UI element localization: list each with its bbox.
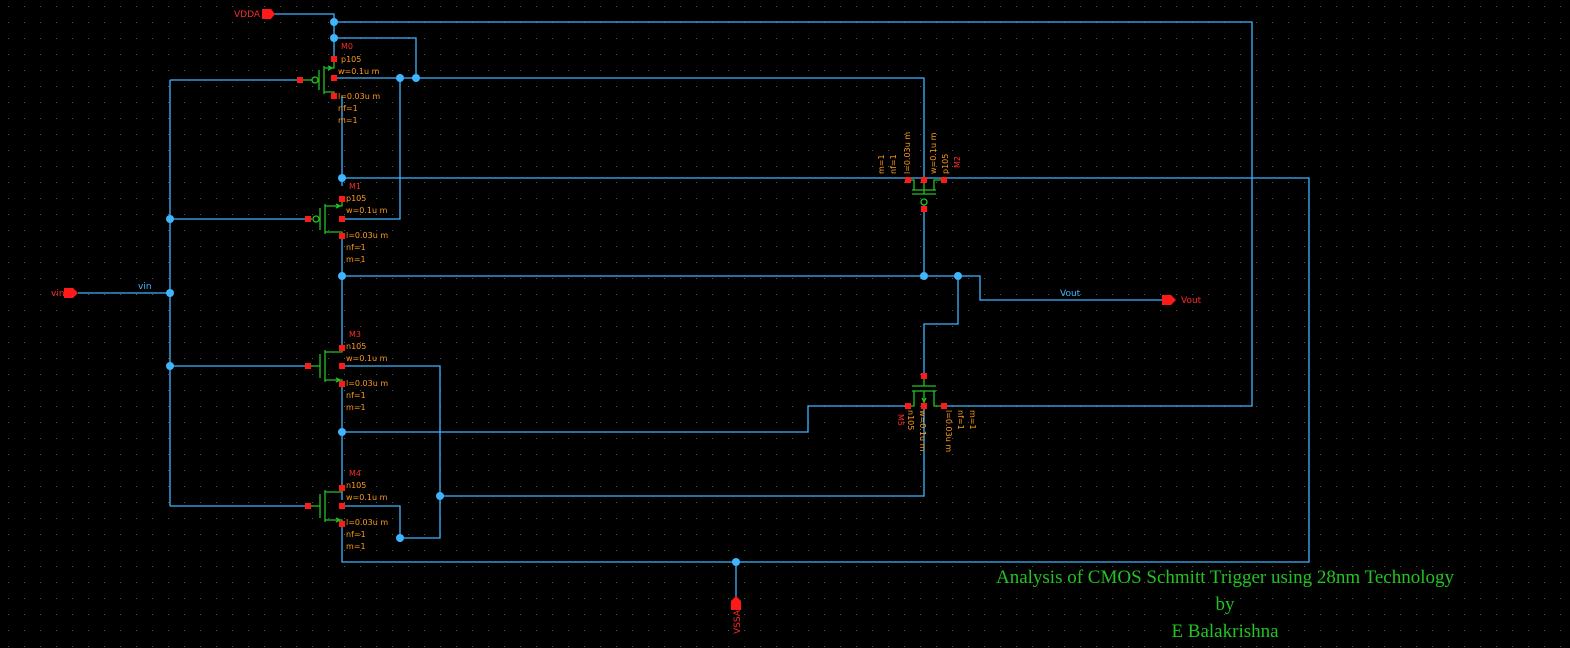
- m5-drain-wire: [923, 276, 959, 376]
- svg-text:nf=1: nf=1: [346, 530, 366, 539]
- wires: [78, 13, 1310, 598]
- svg-text:m=1: m=1: [346, 255, 366, 264]
- vout-pin[interactable]: Vout: [1162, 295, 1202, 306]
- svg-text:p105: p105: [346, 194, 366, 203]
- m4-transistor[interactable]: [308, 488, 343, 524]
- m5-transistor[interactable]: [908, 376, 944, 407]
- node-y-wire: [342, 405, 908, 433]
- net-label-vin: vin: [138, 282, 152, 292]
- svg-text:nf=1: nf=1: [346, 391, 366, 400]
- svg-text:m=1: m=1: [346, 542, 366, 551]
- svg-text:m=1: m=1: [968, 410, 977, 430]
- vdda-pin-label: VDDA: [234, 10, 261, 20]
- m0-params: M0 p105 w=0.1u m l=0.03u m nf=1 m=1: [338, 42, 380, 125]
- m2-transistor[interactable]: [908, 179, 944, 210]
- net-label-vout: Vout: [1060, 289, 1081, 299]
- svg-text:nf=1: nf=1: [338, 104, 358, 113]
- vdda-pin[interactable]: VDDA: [234, 9, 275, 20]
- m3-params: M3 n105 w=0.1u m l=0.03u m nf=1 m=1: [346, 330, 388, 412]
- svg-text:n105: n105: [346, 342, 366, 351]
- svg-text:w=0.1u m: w=0.1u m: [338, 67, 380, 76]
- svg-text:nf=1: nf=1: [346, 243, 366, 252]
- m3-transistor[interactable]: [308, 348, 343, 384]
- svg-text:M4: M4: [349, 469, 361, 478]
- m1-transistor[interactable]: [308, 200, 343, 236]
- transistors: [300, 60, 944, 524]
- vout-pin-label: Vout: [1181, 296, 1202, 306]
- m4-params: M4 n105 w=0.1u m l=0.03u m nf=1 m=1: [346, 469, 388, 551]
- svg-text:m=1: m=1: [877, 154, 886, 174]
- svg-text:M1: M1: [349, 182, 361, 191]
- pins: VDDA vin Vout VSSA: [51, 9, 1202, 634]
- vssa-wire: [341, 524, 736, 563]
- svg-text:l=0.03u m: l=0.03u m: [338, 92, 380, 101]
- vin-pin-label: vin: [51, 289, 65, 299]
- svg-text:p105: p105: [341, 55, 361, 64]
- vss-feedback-wire: [342, 177, 1310, 563]
- svg-text:l=0.03u m: l=0.03u m: [944, 410, 953, 452]
- title-line-1: Analysis of CMOS Schmitt Trigger using 2…: [995, 567, 1455, 588]
- m3-body-wire: [342, 365, 441, 539]
- svg-text:l=0.03u m: l=0.03u m: [903, 132, 912, 174]
- svg-text:M2: M2: [953, 156, 962, 168]
- m0-body-wire: [334, 37, 417, 78]
- vin-pin[interactable]: vin: [51, 288, 78, 299]
- vssa-pin[interactable]: VSSA: [731, 596, 743, 634]
- title-line-2: by: [1215, 594, 1235, 615]
- m4-body-wire: [342, 505, 401, 538]
- title-block: Analysis of CMOS Schmitt Trigger using 2…: [940, 564, 1510, 645]
- grid-dots: [8, 6, 1561, 647]
- m5-params: M5 n105 w=0.1u m l=0.03u m nf=1 m=1: [896, 410, 977, 452]
- svg-text:p105: p105: [941, 154, 950, 174]
- svg-text:nf=1: nf=1: [889, 154, 898, 174]
- svg-text:n105: n105: [346, 481, 366, 490]
- svg-text:w=0.1u m: w=0.1u m: [346, 206, 388, 215]
- svg-text:l=0.03u m: l=0.03u m: [346, 231, 388, 240]
- vout-wire: [342, 275, 1168, 301]
- vssa-pin-label: VSSA: [733, 609, 743, 634]
- junctions: [166, 18, 962, 566]
- svg-text:M0: M0: [341, 42, 353, 51]
- svg-text:l=0.03u m: l=0.03u m: [346, 518, 388, 527]
- m5-source-wire: [440, 408, 925, 497]
- m2-params: m=1 nf=1 l=0.03u m w=0.1u m p105 M2: [877, 132, 962, 174]
- svg-text:M5: M5: [896, 414, 905, 426]
- svg-text:m=1: m=1: [338, 116, 358, 125]
- svg-text:m=1: m=1: [346, 403, 366, 412]
- m1-params: M1 p105 w=0.1u m l=0.03u m nf=1 m=1: [346, 182, 388, 264]
- svg-text:n105: n105: [906, 410, 915, 430]
- m1-body-wire: [342, 78, 401, 220]
- svg-text:w=0.1u m: w=0.1u m: [929, 132, 938, 174]
- vdda-wire: [270, 13, 1253, 407]
- svg-text:M3: M3: [349, 330, 361, 339]
- svg-text:nf=1: nf=1: [956, 410, 965, 430]
- svg-text:l=0.03u m: l=0.03u m: [346, 379, 388, 388]
- svg-text:w=0.1u m: w=0.1u m: [346, 493, 388, 502]
- svg-text:w=0.1u m: w=0.1u m: [918, 410, 927, 452]
- node-x-wire: [334, 77, 925, 180]
- title-line-3: E Balakrishna: [1171, 621, 1279, 642]
- terminals: [297, 56, 947, 527]
- svg-text:w=0.1u m: w=0.1u m: [346, 354, 388, 363]
- m0-transistor[interactable]: [300, 60, 335, 96]
